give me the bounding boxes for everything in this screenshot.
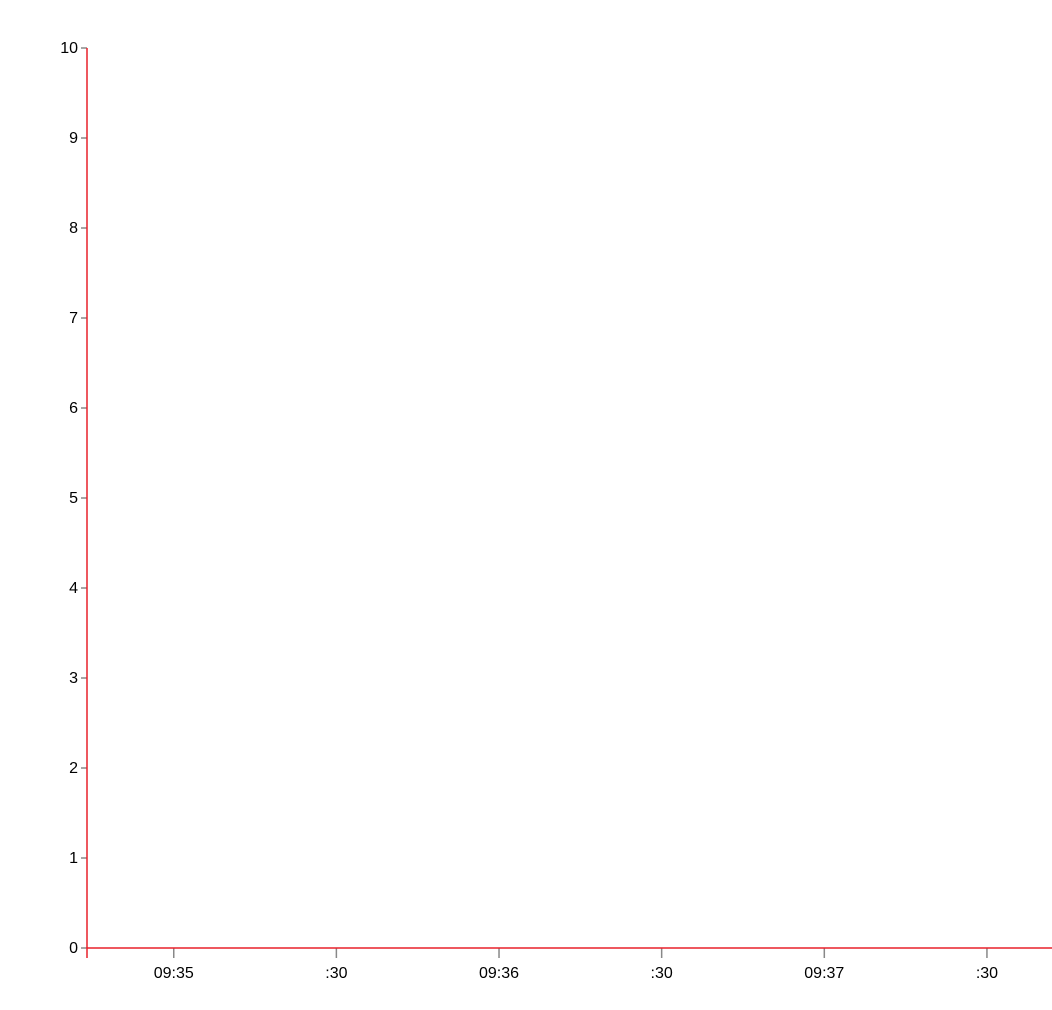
x-tick-label: 09:36 bbox=[479, 965, 519, 982]
y-tick-label: 7 bbox=[69, 310, 78, 327]
y-tick-label: 1 bbox=[69, 850, 78, 867]
y-tick-label: 8 bbox=[69, 220, 78, 237]
x-tick-label: 09:35 bbox=[154, 965, 194, 982]
x-tick-label: :30 bbox=[325, 965, 347, 982]
y-tick-label: 4 bbox=[69, 580, 78, 597]
x-tick-label: 09:37 bbox=[804, 965, 844, 982]
x-tick-label: :30 bbox=[976, 965, 998, 982]
y-tick-label: 2 bbox=[69, 760, 78, 777]
y-tick-label: 5 bbox=[69, 490, 78, 507]
y-tick-label: 6 bbox=[69, 400, 78, 417]
x-tick-label: :30 bbox=[651, 965, 673, 982]
x-axis-line bbox=[86, 947, 1052, 958]
y-tick-label: 9 bbox=[69, 130, 78, 147]
y-tick-label: 0 bbox=[69, 940, 78, 957]
y-tick-label: 3 bbox=[69, 670, 78, 687]
y-tick-label: 10 bbox=[60, 40, 78, 57]
